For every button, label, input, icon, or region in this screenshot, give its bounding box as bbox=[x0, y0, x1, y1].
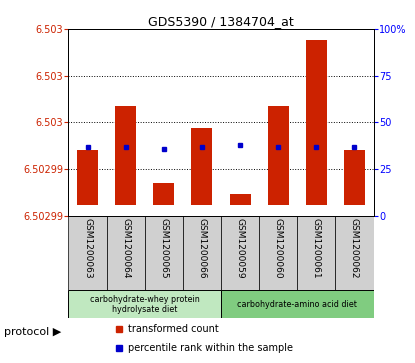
Text: GSM1200059: GSM1200059 bbox=[236, 218, 244, 278]
Text: carbohydrate-whey protein
hydrolysate diet: carbohydrate-whey protein hydrolysate di… bbox=[90, 295, 200, 314]
Text: GSM1200061: GSM1200061 bbox=[312, 218, 321, 278]
Bar bbox=[191, 128, 212, 205]
Text: percentile rank within the sample: percentile rank within the sample bbox=[128, 343, 293, 352]
Bar bbox=[107, 216, 145, 290]
Title: GDS5390 / 1384704_at: GDS5390 / 1384704_at bbox=[148, 15, 294, 28]
Bar bbox=[268, 106, 289, 205]
Text: GSM1200062: GSM1200062 bbox=[350, 218, 359, 278]
Bar bbox=[259, 216, 297, 290]
Bar bbox=[77, 150, 98, 205]
Text: GSM1200063: GSM1200063 bbox=[83, 218, 92, 278]
Bar bbox=[344, 150, 365, 205]
Bar bbox=[229, 194, 251, 205]
Bar bbox=[153, 183, 174, 205]
Bar bbox=[183, 216, 221, 290]
Text: transformed count: transformed count bbox=[128, 324, 219, 334]
Bar bbox=[297, 216, 335, 290]
Bar bbox=[115, 106, 136, 205]
Bar bbox=[306, 40, 327, 205]
Text: GSM1200066: GSM1200066 bbox=[198, 218, 206, 278]
Bar bbox=[68, 290, 221, 318]
Text: GSM1200060: GSM1200060 bbox=[273, 218, 283, 278]
Bar bbox=[335, 216, 374, 290]
Bar bbox=[221, 216, 259, 290]
Bar bbox=[68, 216, 107, 290]
Bar bbox=[221, 290, 374, 318]
Bar bbox=[145, 216, 183, 290]
Text: carbohydrate-amino acid diet: carbohydrate-amino acid diet bbox=[237, 300, 357, 309]
Text: protocol ▶: protocol ▶ bbox=[4, 327, 61, 337]
Text: GSM1200064: GSM1200064 bbox=[121, 218, 130, 278]
Text: GSM1200065: GSM1200065 bbox=[159, 218, 168, 278]
